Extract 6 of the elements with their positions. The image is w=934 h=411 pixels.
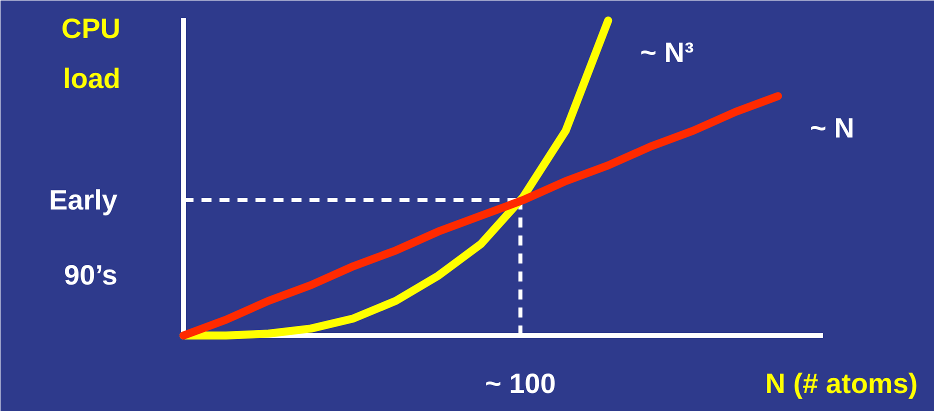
text: Early 90’s (49, 184, 118, 291)
series-label: ~ N³ (640, 37, 694, 68)
series-label: ~ N (810, 112, 854, 144)
x-axis-title: N (# atoms) (765, 368, 918, 399)
text: ~ 100 (484, 368, 556, 399)
y-axis-title: CPU load (61, 13, 121, 94)
